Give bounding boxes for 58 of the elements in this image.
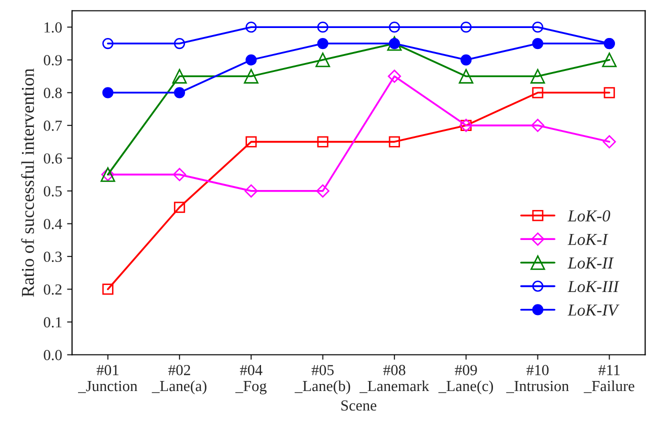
point bbox=[246, 54, 257, 66]
y-tick-label: 0.0 bbox=[44, 350, 62, 360]
y-tick-label: 0.2 bbox=[44, 284, 62, 295]
point bbox=[172, 68, 187, 84]
point bbox=[460, 22, 472, 33]
point bbox=[317, 38, 328, 50]
x-tick-label: #05 _Lane(b) bbox=[294, 364, 350, 394]
y-tick-label: 0.9 bbox=[44, 55, 62, 66]
point bbox=[530, 68, 546, 84]
point bbox=[388, 136, 400, 148]
legend-label: LoK-0 bbox=[568, 210, 610, 222]
x-tick-label: #02 _Lane(a) bbox=[152, 364, 206, 394]
y-tick-label: 0.7 bbox=[44, 120, 62, 131]
legend-label: LoK-III bbox=[568, 281, 620, 292]
point bbox=[316, 184, 330, 198]
point bbox=[602, 135, 616, 148]
y-tick-label: 0.5 bbox=[44, 186, 62, 196]
point bbox=[316, 52, 330, 68]
x-tick-label: #11 _Failure bbox=[584, 364, 634, 394]
point bbox=[246, 22, 257, 33]
x-tick-label: #10 _Intrusion bbox=[506, 364, 569, 394]
y-tick-label: 0.8 bbox=[44, 88, 62, 98]
point bbox=[244, 184, 258, 198]
point bbox=[172, 168, 186, 182]
point bbox=[244, 68, 258, 84]
y-tick-label: 0.3 bbox=[44, 252, 62, 262]
point bbox=[317, 136, 328, 148]
point bbox=[602, 52, 617, 68]
point bbox=[174, 202, 186, 213]
point bbox=[532, 22, 544, 33]
point bbox=[174, 87, 186, 98]
point bbox=[102, 38, 114, 50]
legend-label: LoK-IV bbox=[568, 304, 620, 316]
legend-label: LoK-II bbox=[568, 258, 614, 269]
legend-label: LoK-I bbox=[568, 234, 608, 246]
point bbox=[458, 68, 474, 84]
point bbox=[532, 87, 544, 98]
y-tick-label: 0.1 bbox=[44, 317, 62, 328]
x-tick-label: #01 _Junction bbox=[78, 364, 138, 394]
point bbox=[317, 22, 328, 33]
point bbox=[460, 54, 472, 66]
y-tick-label: 0.6 bbox=[44, 153, 62, 164]
x-tick-label: #08 _Lanemark bbox=[360, 364, 430, 394]
y-axis-title: Ratio of successful intervention bbox=[21, 68, 34, 297]
y-tick-label: 1.0 bbox=[44, 22, 62, 33]
point bbox=[246, 136, 257, 148]
x-axis-title: Scene bbox=[341, 400, 376, 411]
point bbox=[174, 38, 186, 50]
point bbox=[388, 22, 400, 33]
point bbox=[102, 87, 114, 98]
point bbox=[604, 87, 615, 98]
point bbox=[102, 284, 114, 295]
point bbox=[531, 118, 544, 132]
x-tick-label: #04 _Fog bbox=[235, 364, 267, 394]
x-tick-label: #09 _Lane(c) bbox=[438, 364, 493, 394]
point bbox=[532, 38, 544, 50]
point bbox=[388, 70, 402, 83]
y-tick-label: 0.4 bbox=[44, 218, 62, 230]
